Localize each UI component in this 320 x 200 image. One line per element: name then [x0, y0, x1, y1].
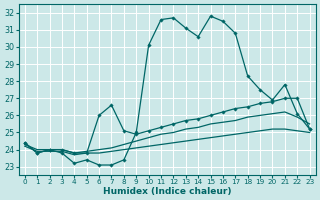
X-axis label: Humidex (Indice chaleur): Humidex (Indice chaleur) — [103, 187, 231, 196]
